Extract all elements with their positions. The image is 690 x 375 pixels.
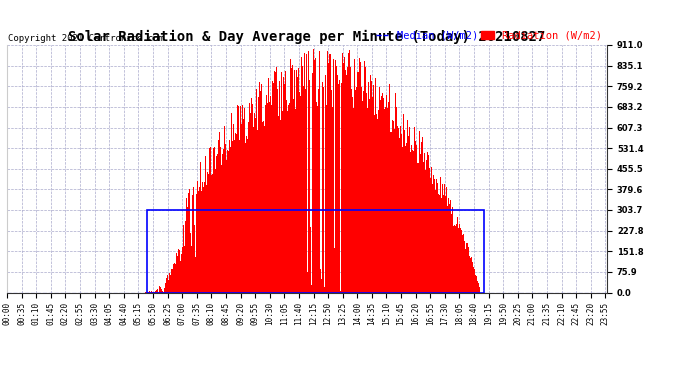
- Bar: [146, 210, 484, 292]
- Legend: Median (W/m2), Radiation (W/m2): Median (W/m2), Radiation (W/m2): [376, 30, 602, 40]
- Text: Copyright 2021 Cartronics.com: Copyright 2021 Cartronics.com: [8, 33, 164, 42]
- Title: Solar Radiation & Day Average per Minute (Today) 20210827: Solar Radiation & Day Average per Minute…: [68, 30, 546, 44]
